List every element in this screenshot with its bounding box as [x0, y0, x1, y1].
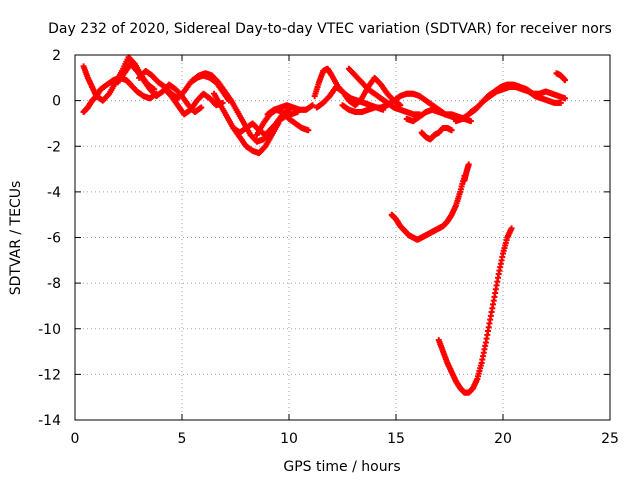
- y-tick-label: 0: [52, 94, 61, 110]
- x-tick-label: 20: [494, 431, 512, 447]
- y-tick-label: -2: [47, 139, 61, 155]
- x-tick-label: 5: [178, 431, 187, 447]
- data-point: [198, 104, 205, 111]
- series-arc-19: [553, 70, 569, 84]
- series-arc-18: [467, 83, 564, 116]
- data-point: [448, 127, 455, 134]
- y-tick-label: -4: [47, 185, 61, 201]
- y-tick-label: -10: [38, 322, 61, 338]
- x-tick-label: 10: [280, 431, 298, 447]
- chart-title: Day 232 of 2020, Sidereal Day-to-day VTE…: [48, 21, 612, 37]
- y-tick-label: 2: [52, 48, 61, 64]
- x-axis-label: GPS time / hours: [283, 459, 400, 475]
- y-axis-label: SDTVAR / TECUs: [8, 181, 24, 296]
- series-arc-10: [264, 102, 316, 118]
- y-tick-label: -14: [38, 413, 61, 429]
- data-point: [562, 77, 569, 84]
- data-point: [465, 161, 472, 168]
- x-tick-label: 25: [601, 431, 619, 447]
- data-point: [309, 102, 316, 109]
- data-point: [467, 118, 474, 125]
- ticks-layer: 0 5 10 15 20 25 -14 -12 -10 -8 -6 -4 -2 0 2: [38, 48, 619, 447]
- data-point: [562, 95, 569, 102]
- y-tick-label: -12: [38, 367, 61, 383]
- series-arc-22: [435, 225, 515, 396]
- data-point: [305, 127, 312, 134]
- series-arc-16: [418, 125, 455, 143]
- series-arc-13: [345, 65, 423, 118]
- data-points-layer: [80, 54, 569, 396]
- y-tick-label: -8: [47, 276, 61, 292]
- data-point: [557, 99, 564, 106]
- y-tick-label: -6: [47, 231, 61, 247]
- x-tick-label: 0: [71, 431, 80, 447]
- x-tick-label: 15: [387, 431, 405, 447]
- data-point: [508, 225, 515, 232]
- series-arc-21: [461, 161, 472, 184]
